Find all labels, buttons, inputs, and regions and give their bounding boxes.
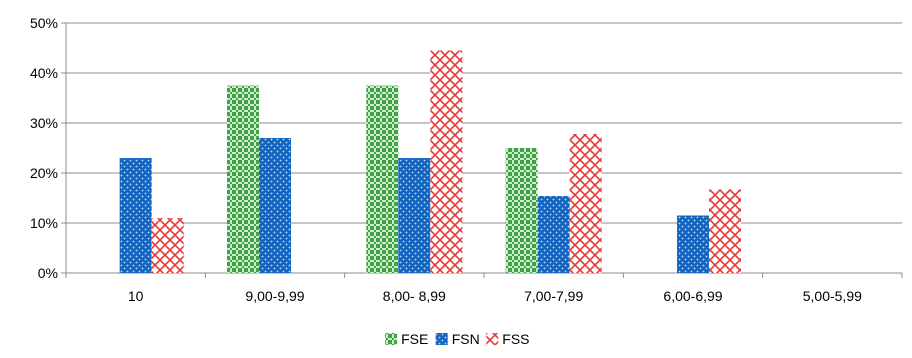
legend-label-fss: FSS [502,331,529,347]
bar-fss [709,189,741,273]
bar-fsn [677,215,709,273]
bar-fsn [537,196,570,273]
x-tick-label: 5,00-5,99 [803,288,862,304]
y-tick-label: 30% [30,115,58,131]
bar-fss [569,134,602,273]
x-tick-label: 7,00-7,99 [524,288,583,304]
x-tick-label: 9,00-9,99 [245,288,304,304]
y-tick-label: 0% [38,265,58,281]
x-tick-label: 8,00- 8,99 [383,288,446,304]
legend-label-fsn: FSN [452,331,480,347]
bar-fss [430,50,463,273]
legend-label-fse: FSE [401,331,428,347]
bar-fse [505,148,538,273]
bar-fse [227,85,259,273]
y-tick-label: 40% [30,65,58,81]
y-tick-label: 20% [30,165,58,181]
legend-swatch-fss [486,333,499,345]
bar-fsn [119,158,152,273]
bar-fsn [398,158,431,273]
legend: FSE FSN FSS [385,331,530,347]
bars [119,50,741,273]
y-axis: 0% 10% 20% 30% 40% 50% [30,15,67,281]
y-tick-label: 10% [30,215,58,231]
legend-swatch-fsn [435,333,448,345]
bar-fsn [259,138,291,273]
x-tick-label: 10 [128,288,144,304]
y-tick-label: 50% [30,15,58,31]
gridlines [66,22,902,224]
bar-fss [151,218,184,273]
legend-swatch-fse [385,333,398,345]
bar-fse [366,85,399,273]
x-axis: 10 9,00-9,99 8,00- 8,99 7,00-7,99 6,00-6,99 5… [65,272,903,304]
x-tick-label: 6,00-6,99 [663,288,722,304]
